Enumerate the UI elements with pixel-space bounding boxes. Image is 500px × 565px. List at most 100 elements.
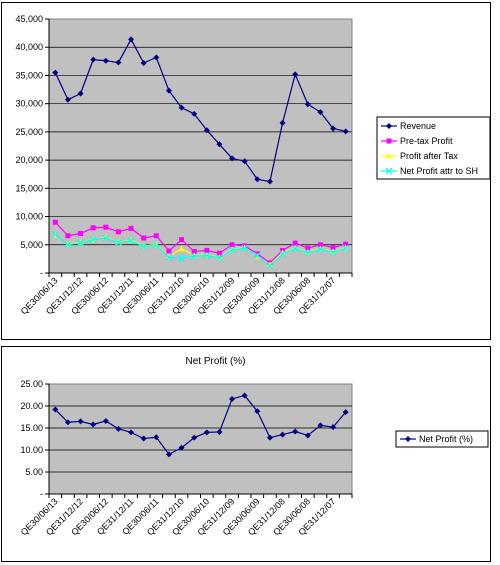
- net-profit-chart-data-point: [203, 429, 210, 436]
- net-profit-chart-legend-label: Net Profit (%): [419, 434, 473, 444]
- revenue-chart-data-point: [128, 225, 134, 231]
- revenue-chart-series-line: [54, 234, 346, 267]
- revenue-chart-data-point: [102, 57, 109, 64]
- revenue-chart-legend-marker: [386, 153, 392, 159]
- net-profit-chart-data-point: [304, 432, 311, 439]
- net-profit-chart-data-point: [178, 444, 185, 451]
- net-profit-chart-data-point: [64, 419, 71, 426]
- revenue-chart-data-point: [291, 245, 299, 253]
- revenue-chart-legend-box: [376, 116, 491, 180]
- revenue-chart-data-point: [178, 245, 185, 252]
- net-profit-chart-data-point: [191, 434, 198, 441]
- revenue-chart-legend: Revenue Pre-tax Profit Profit after Tax Net…: [376, 116, 491, 180]
- net-profit-chart-data-point: [216, 428, 223, 435]
- revenue-chart-data-point: [90, 56, 97, 63]
- revenue-chart-data-point: [228, 246, 236, 254]
- revenue-chart-y-tick-label: 20,000: [15, 155, 43, 165]
- revenue-chart-legend-marker: [386, 123, 392, 129]
- revenue-chart-data-point: [152, 241, 160, 249]
- revenue-chart-legend-label: Net Profit attr to SH: [400, 166, 478, 176]
- net-profit-chart-data-point: [241, 392, 248, 399]
- revenue-chart-y-tick-label: -: [40, 268, 43, 278]
- revenue-profit-chart: - 5,000 10,000 15,000 20,000 25,000 30,000 35,0…: [15, 14, 491, 316]
- revenue-chart-data-point: [165, 253, 173, 261]
- net-profit-chart-y-tick-label: 5.00: [25, 467, 43, 477]
- net-profit-chart-data-point: [115, 425, 122, 432]
- revenue-chart-legend-marker: [386, 138, 392, 144]
- revenue-chart-data-point: [343, 241, 349, 247]
- revenue-chart-data-point: [292, 240, 298, 246]
- net-profit-chart-y-tick-label: 10.00: [20, 445, 43, 455]
- revenue-chart-data-point: [178, 254, 185, 262]
- net-profit-chart-data-point: [266, 434, 273, 441]
- revenue-chart-data-point: [64, 241, 72, 249]
- revenue-chart-data-point: [279, 250, 286, 258]
- net-profit-chart-data-point: [102, 417, 109, 424]
- net-profit-chart-y-tick-label: -: [40, 489, 43, 499]
- net-profit-chart-data-point: [330, 424, 337, 431]
- revenue-chart-data-point: [140, 60, 147, 67]
- net-profit-chart-data-point: [165, 451, 172, 458]
- net-profit-chart-legend-marker: [405, 436, 411, 442]
- net-profit-chart-panel: Net Profit (%) -5.00 10.00 15.00 20.00 25.00 Q…: [1, 346, 491, 562]
- revenue-chart-data-point: [77, 90, 84, 97]
- revenue-chart-data-point: [178, 104, 185, 111]
- revenue-chart-y-tick-label: 25,000: [15, 127, 43, 137]
- revenue-chart-data-point: [266, 262, 274, 270]
- revenue-chart-data-point: [204, 247, 210, 253]
- revenue-chart-y-tick-label: 30,000: [15, 99, 43, 109]
- net-profit-chart-plot-area: [48, 383, 353, 495]
- revenue-chart-data-point: [253, 252, 261, 259]
- revenue-chart-data-point: [317, 242, 323, 248]
- net-profit-chart-data-point: [342, 409, 349, 416]
- revenue-chart-data-point: [166, 248, 172, 254]
- net-profit-chart-y-tick-label: 15.00: [20, 423, 43, 433]
- net-profit-chart-data-point: [153, 434, 160, 441]
- revenue-chart-data-point: [140, 243, 148, 250]
- revenue-chart-data-point: [191, 249, 197, 255]
- net-profit-chart-data-point: [292, 428, 299, 435]
- revenue-chart-data-point: [203, 252, 211, 259]
- revenue-chart-data-point: [191, 110, 198, 117]
- revenue-chart-data-point: [266, 178, 273, 185]
- revenue-chart-data-point: [153, 54, 160, 61]
- net-profit-chart-data-point: [229, 395, 236, 402]
- revenue-chart-data-point: [153, 233, 159, 239]
- net-profit-chart-y-tick-label: 20.00: [20, 401, 43, 411]
- revenue-chart-data-point: [292, 71, 299, 78]
- revenue-chart-data-point: [279, 119, 286, 126]
- revenue-chart-series-3: [51, 231, 350, 270]
- revenue-chart-data-point: [190, 252, 198, 260]
- revenue-chart-data-point: [128, 36, 135, 43]
- revenue-chart-y-tick-label: 10,000: [15, 212, 43, 222]
- net-profit-chart-data-point: [254, 408, 261, 415]
- revenue-chart-data-point: [330, 125, 337, 132]
- revenue-chart-data-point: [51, 231, 59, 239]
- revenue-chart-data-point: [77, 239, 84, 247]
- net-profit-chart-data-point: [77, 418, 84, 425]
- revenue-chart-data-point: [216, 254, 223, 262]
- revenue-chart-series-0: [52, 36, 349, 185]
- revenue-chart-data-point: [78, 230, 84, 236]
- revenue-chart-data-point: [342, 128, 349, 135]
- revenue-chart-data-point: [216, 250, 222, 256]
- revenue-chart-legend-marker: [385, 167, 393, 175]
- revenue-chart-data-point: [102, 234, 110, 242]
- revenue-chart-data-point: [127, 237, 135, 245]
- revenue-chart-data-point: [266, 261, 273, 268]
- revenue-chart-data-point: [141, 235, 147, 241]
- revenue-chart-data-point: [317, 245, 324, 253]
- revenue-chart-data-point: [179, 237, 185, 243]
- revenue-chart-data-point: [254, 176, 261, 183]
- revenue-chart-data-point: [241, 158, 248, 165]
- net-profit-chart-legend-box: [395, 430, 489, 448]
- revenue-chart-data-point: [304, 101, 311, 108]
- revenue-chart-y-tick-label: 5,000: [20, 240, 43, 250]
- revenue-chart-data-point: [342, 244, 350, 252]
- revenue-chart-data-point: [317, 109, 324, 116]
- net-profit-chart-data-point: [128, 429, 135, 436]
- net-profit-chart-data-point: [317, 422, 324, 429]
- revenue-chart-plot-area: [48, 18, 353, 274]
- revenue-chart-data-point: [203, 127, 210, 134]
- revenue-chart-legend-label: Pre-tax Profit: [400, 136, 453, 146]
